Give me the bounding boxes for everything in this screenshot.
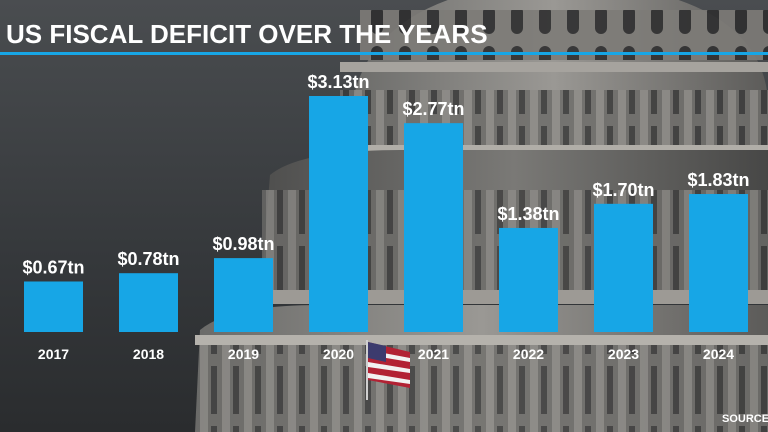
base-ledge [195,335,768,345]
x-tick-label-2018: 2018 [133,346,164,362]
data-label-2021: $2.77tn [402,99,464,119]
x-tick-label-2024: 2024 [703,346,734,362]
x-tick-label-2020: 2020 [323,346,354,362]
source-label: SOURCE [722,413,768,425]
dome-ledge [340,62,768,72]
data-label-2018: $0.78tn [117,249,179,269]
data-label-2022: $1.38tn [497,204,559,224]
bar-2022 [499,227,558,332]
chart-title: US FISCAL DEFICIT OVER THE YEARS [6,19,488,49]
x-tick-label-2019: 2019 [228,346,259,362]
x-axis-tick-labels: 2017 2018 2019 2020 2021 2022 2023 2024 [38,346,734,362]
data-label-2023: $1.70tn [592,180,654,200]
us-flag-icon [366,340,410,400]
x-tick-label-2021: 2021 [418,346,449,362]
bar-series [24,96,748,332]
bar-2018 [119,273,178,332]
x-tick-label-2022: 2022 [513,346,544,362]
bar-2017 [24,281,83,332]
base-columns [200,345,768,432]
title-underline [0,52,768,55]
bar-2019 [214,258,273,332]
data-label-2020: $3.13tn [307,72,369,92]
data-label-2017: $0.67tn [22,257,84,277]
data-label-2019: $0.98tn [212,234,274,254]
bar-2020 [309,96,368,332]
dome-windows-band [360,10,768,60]
x-tick-label-2023: 2023 [608,346,639,362]
data-labels: $0.67tn $0.78tn $0.98tn $3.13tn $2.77tn $1.38… [22,72,749,277]
bar-2023 [594,203,653,332]
x-tick-label-2017: 2017 [38,346,69,362]
bar-2024 [689,194,748,332]
bar-2021 [404,123,463,332]
data-label-2024: $1.83tn [687,170,749,190]
